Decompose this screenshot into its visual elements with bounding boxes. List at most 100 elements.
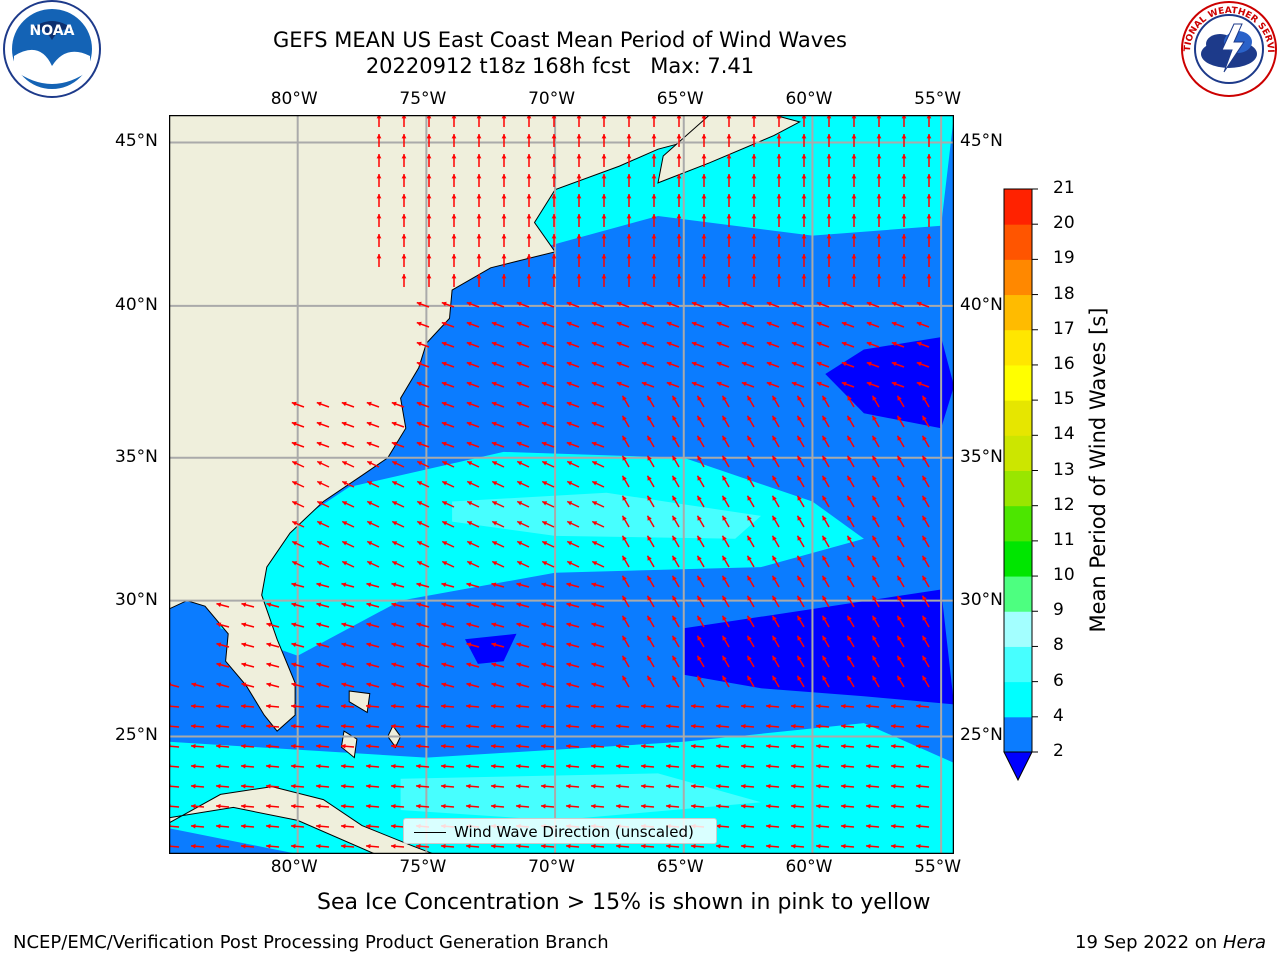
wind-wave-map xyxy=(169,115,954,854)
direction-arrow xyxy=(401,194,407,207)
direction-arrow xyxy=(551,274,557,287)
direction-arrow xyxy=(490,743,505,749)
direction-arrow xyxy=(265,763,280,769)
direction-arrow xyxy=(690,783,705,789)
direction-arrow xyxy=(290,743,305,749)
direction-arrow xyxy=(601,154,607,167)
direction-arrow xyxy=(516,682,530,688)
direction-arrow xyxy=(851,154,857,167)
wave-period-field xyxy=(169,115,954,854)
direction-arrow xyxy=(921,455,930,468)
direction-arrow xyxy=(416,642,430,648)
direction-arrow xyxy=(466,441,480,448)
direction-arrow xyxy=(590,783,605,789)
direction-arrow xyxy=(466,642,480,648)
direction-arrow xyxy=(416,602,430,608)
direction-arrow xyxy=(671,555,680,568)
direction-arrow xyxy=(416,361,430,368)
colorbar-tick-label: 4 xyxy=(1053,705,1064,726)
direction-arrow xyxy=(815,823,830,829)
direction-arrow xyxy=(315,803,330,809)
direction-arrow xyxy=(926,254,932,267)
direction-arrow xyxy=(791,341,805,348)
direction-arrow xyxy=(790,823,805,829)
direction-arrow xyxy=(366,622,380,628)
direction-arrow xyxy=(590,723,605,729)
direction-arrow xyxy=(391,441,405,448)
direction-arrow xyxy=(901,234,907,247)
map-title: GEFS MEAN US East Coast Mean Period of W… xyxy=(273,28,847,52)
direction-arrow xyxy=(441,622,455,628)
direction-arrow xyxy=(640,703,655,709)
direction-arrow xyxy=(871,655,880,668)
direction-arrow xyxy=(671,595,680,608)
direction-arrow xyxy=(341,460,355,468)
direction-arrow xyxy=(501,274,507,287)
direction-arrow xyxy=(721,395,730,408)
direction-arrow xyxy=(601,234,607,247)
footer-credit-left: NCEP/EMC/Verification Post Processing Pr… xyxy=(13,932,609,953)
colorbar-tick-label: 2 xyxy=(1053,741,1064,761)
direction-arrow xyxy=(240,743,255,749)
lat-tick-label-left: 35°N xyxy=(115,446,158,467)
direction-arrow xyxy=(426,234,432,247)
direction-arrow xyxy=(440,723,455,729)
direction-arrow xyxy=(466,662,480,668)
direction-arrow xyxy=(921,535,930,548)
direction-arrow xyxy=(676,274,682,287)
lat-tick-label-left: 30°N xyxy=(115,589,158,610)
direction-arrow xyxy=(240,783,255,789)
direction-arrow xyxy=(726,234,732,247)
colorbar-tick-label: 21 xyxy=(1053,178,1075,198)
direction-arrow xyxy=(616,381,630,388)
direction-arrow xyxy=(740,843,755,849)
direction-arrow xyxy=(415,743,430,749)
direction-arrow xyxy=(291,560,305,568)
direction-arrow xyxy=(315,743,330,749)
direction-arrow xyxy=(391,540,405,548)
direction-arrow xyxy=(591,480,605,488)
direction-arrow xyxy=(340,823,355,829)
direction-arrow xyxy=(426,134,432,147)
direction-arrow xyxy=(601,194,607,207)
direction-arrow xyxy=(451,214,457,227)
land-polygon xyxy=(348,690,371,714)
direction-arrow xyxy=(366,662,380,668)
direction-arrow xyxy=(891,321,905,328)
direction-arrow xyxy=(491,441,505,448)
direction-arrow xyxy=(601,174,607,187)
direction-arrow xyxy=(416,381,430,388)
land-polygon xyxy=(169,115,710,732)
colorbar-segment xyxy=(1004,329,1032,366)
direction-arrow xyxy=(190,843,205,849)
direction-arrow xyxy=(721,595,730,608)
direction-arrow xyxy=(876,194,882,207)
direction-arrow xyxy=(551,254,557,267)
direction-arrow xyxy=(696,595,705,608)
direction-arrow xyxy=(871,635,880,648)
direction-arrow xyxy=(476,174,482,187)
direction-arrow xyxy=(846,615,855,628)
direction-arrow xyxy=(465,803,480,809)
direction-arrow xyxy=(190,703,205,709)
direction-arrow xyxy=(566,301,580,308)
direction-arrow xyxy=(526,274,532,287)
direction-arrow xyxy=(776,154,782,167)
direction-arrow xyxy=(896,575,905,588)
lat-tick-label-right: 35°N xyxy=(960,446,1003,467)
direction-arrow xyxy=(896,535,905,548)
lon-tick-label-top: 55°W xyxy=(914,89,962,109)
direction-arrow xyxy=(566,560,580,568)
direction-arrow xyxy=(690,803,705,809)
direction-arrow xyxy=(646,395,655,408)
direction-arrow xyxy=(821,595,830,608)
direction-arrow xyxy=(921,415,930,428)
lon-tick-label-bottom: 65°W xyxy=(656,857,704,877)
direction-arrow xyxy=(746,575,755,588)
direction-arrow xyxy=(701,194,707,207)
direction-arrow xyxy=(391,421,405,428)
direction-arrow xyxy=(646,555,655,568)
direction-arrow xyxy=(671,535,680,548)
direction-arrow xyxy=(190,723,205,729)
direction-arrow xyxy=(541,441,555,448)
